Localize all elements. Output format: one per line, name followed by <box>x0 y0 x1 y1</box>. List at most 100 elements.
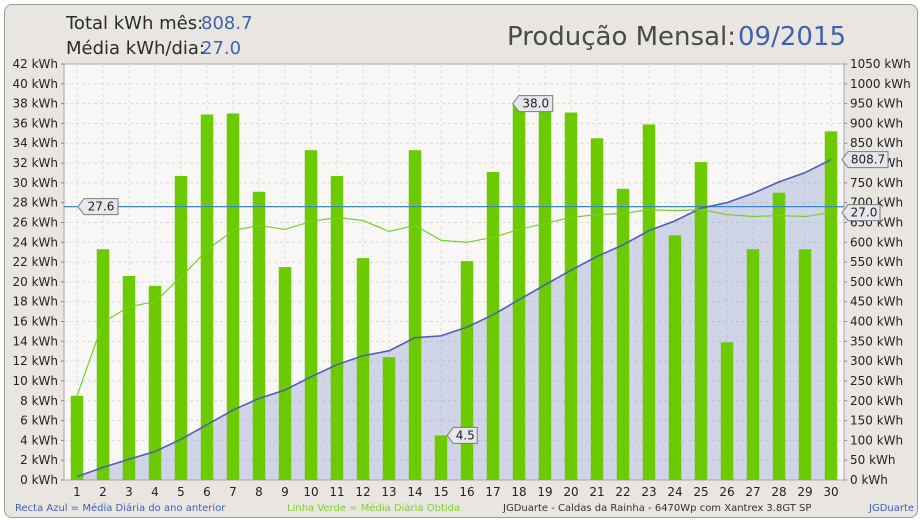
daily-bars <box>70 103 838 481</box>
left-tick-label: 18 kWh <box>12 295 58 309</box>
left-tick-label: 38 kWh <box>12 97 58 111</box>
cumulative-area-fill <box>77 159 831 480</box>
x-tick-label: 5 <box>177 485 185 499</box>
x-tick-label: 19 <box>537 485 552 499</box>
x-tick-label: 16 <box>459 485 474 499</box>
callout-min: 4.5 <box>456 428 475 442</box>
bar-day-8 <box>252 191 266 480</box>
x-tick-label: 27 <box>745 485 760 499</box>
x-tick-label: 26 <box>719 485 734 499</box>
left-tick-label: 14 kWh <box>12 334 58 348</box>
plot-area <box>63 63 845 481</box>
x-tick-label: 30 <box>823 485 838 499</box>
callout-reference: 27.6 <box>88 200 115 214</box>
right-tick-label: 1000 kWh <box>850 77 911 91</box>
chart-period: 09/2015 <box>738 22 846 52</box>
bar-day-7 <box>226 113 240 481</box>
left-tick-label: 16 kWh <box>12 315 58 329</box>
left-tick-label: 24 kWh <box>12 235 58 249</box>
right-tick-label: 750 kWh <box>850 176 903 190</box>
total-value: 808.7 <box>201 13 253 34</box>
left-tick-label: 34 kWh <box>12 136 58 150</box>
x-tick-label: 1 <box>73 485 81 499</box>
bar-day-22 <box>616 188 630 481</box>
x-tick-label: 9 <box>281 485 289 499</box>
average-lines <box>64 158 844 478</box>
bar-day-30 <box>824 131 838 480</box>
x-tick-label: 2 <box>99 485 107 499</box>
x-tick-label: 24 <box>667 485 682 499</box>
left-tick-label: 28 kWh <box>12 196 58 210</box>
bar-day-17 <box>486 171 500 480</box>
footer-info: JGDuarte - Caldas da Rainha - 6470Wp com… <box>502 503 811 514</box>
x-tick-label: 17 <box>485 485 500 499</box>
bar-day-25 <box>694 162 708 481</box>
right-tick-label: 900 kWh <box>850 116 903 130</box>
right-tick-label: 250 kWh <box>850 374 903 388</box>
bar-day-16 <box>460 261 474 480</box>
right-tick-label: 200 kWh <box>850 394 903 408</box>
right-tick-label: 500 kWh <box>850 275 903 289</box>
left-tick-label: 2 kWh <box>20 453 58 467</box>
footer-green-note: Linha Verde = Média Diária Obtida <box>287 502 460 514</box>
bar-day-24 <box>668 235 682 480</box>
cumulative-area <box>77 159 831 480</box>
left-tick-label: 30 kWh <box>12 176 58 190</box>
left-tick-label: 22 kWh <box>12 255 58 269</box>
right-tick-label: 100 kWh <box>850 433 903 447</box>
callout-max: 38.0 <box>522 97 549 111</box>
left-tick-label: 0 kWh <box>20 473 58 487</box>
footer-blue-note: Recta Azul = Média Diária do ano anterio… <box>15 502 226 514</box>
right-tick-label: 300 kWh <box>850 354 903 368</box>
bar-day-21 <box>590 138 604 481</box>
left-tick-label: 42 kWh <box>12 57 58 71</box>
left-tick-label: 12 kWh <box>12 354 58 368</box>
bar-day-13 <box>382 357 396 480</box>
average-label: Média kWh/dia: <box>66 38 205 59</box>
grid <box>64 64 844 480</box>
bar-day-19 <box>538 108 552 481</box>
bar-day-3 <box>122 275 136 480</box>
x-tick-label: 18 <box>511 485 526 499</box>
x-tick-label: 7 <box>229 485 237 499</box>
x-tick-label: 3 <box>125 485 133 499</box>
bar-day-12 <box>356 258 370 480</box>
x-tick-label: 14 <box>407 485 422 499</box>
callout-min-box <box>446 426 478 444</box>
left-tick-label: 40 kWh <box>12 77 58 91</box>
x-tick-label: 12 <box>355 485 370 499</box>
x-tick-label: 10 <box>303 485 318 499</box>
bar-day-14 <box>408 150 422 480</box>
bar-day-1 <box>70 395 84 480</box>
right-tick-label: 850 kWh <box>850 136 903 150</box>
x-tick-label: 6 <box>203 485 211 499</box>
bar-day-4 <box>148 285 162 480</box>
bar-day-26 <box>720 342 734 480</box>
right-tick-label: 950 kWh <box>850 97 903 111</box>
callout-average: 27.0 <box>851 206 878 220</box>
callout-max-box <box>512 95 554 113</box>
x-tick-label: 15 <box>433 485 448 499</box>
right-tick-label: 550 kWh <box>850 255 903 269</box>
right-tick-label: 350 kWh <box>850 334 903 348</box>
bar-day-18 <box>512 103 526 480</box>
left-tick-label: 26 kWh <box>12 215 58 229</box>
total-label: Total kWh mês: <box>65 13 203 34</box>
x-tick-label: 13 <box>381 485 396 499</box>
x-tick-label: 25 <box>693 485 708 499</box>
chart-title: Produção Mensal: <box>507 22 736 52</box>
x-tick-label: 22 <box>615 485 630 499</box>
right-tick-label: 150 kWh <box>850 414 903 428</box>
bar-day-2 <box>96 249 110 480</box>
x-tick-label: 21 <box>589 485 604 499</box>
bar-day-27 <box>746 249 760 480</box>
x-tick-label: 8 <box>255 485 263 499</box>
left-tick-label: 10 kWh <box>12 374 58 388</box>
average-line <box>76 208 832 397</box>
left-tick-label: 6 kWh <box>20 414 58 428</box>
x-tick-label: 11 <box>329 485 344 499</box>
right-tick-label: 400 kWh <box>850 315 903 329</box>
bar-day-29 <box>798 249 812 480</box>
average-value: 27.0 <box>201 38 241 59</box>
